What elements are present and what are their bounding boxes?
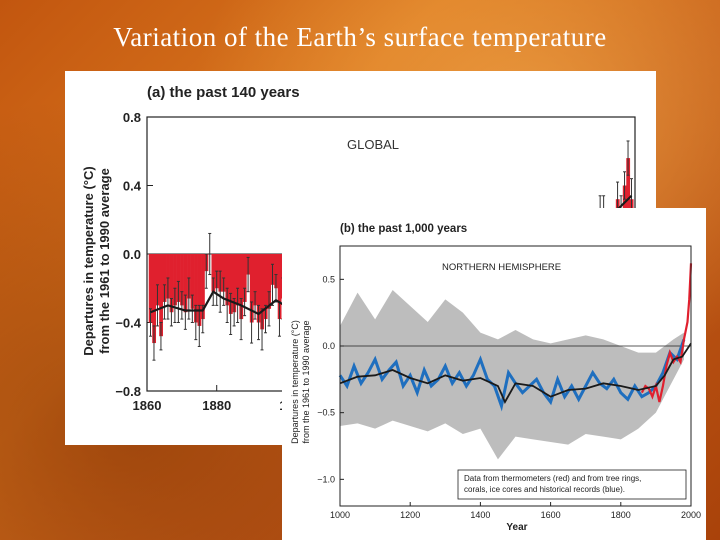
chart-a-bar — [274, 254, 279, 289]
chart-a-ylabel: Departures in temperature (°C) from the … — [81, 166, 112, 355]
chart-a-y-tick-label: 0.8 — [123, 110, 141, 125]
chart-b-legend: Data from thermometers (red) and from tr… — [457, 469, 687, 500]
chart-a-bar — [180, 254, 184, 306]
chart-a-ylabel-line-2: from the 1961 to 1990 average — [97, 168, 112, 354]
chart-a-bar — [277, 254, 282, 320]
chart-a-bar — [253, 254, 258, 306]
chart-b-legend-box — [457, 469, 687, 500]
chart-a-bar — [176, 254, 181, 302]
chart-b-x-tick-label: 1200 — [400, 510, 420, 520]
chart-a-bar — [263, 254, 268, 320]
chart-a-bar — [225, 254, 230, 306]
chart-b-x-tick-label: 1800 — [611, 510, 631, 520]
chart-b-thermometer-line — [640, 263, 693, 403]
chart-a-bar — [221, 254, 226, 292]
chart-a-bar — [162, 254, 167, 302]
slide-title: Variation of the Earth’s surface tempera… — [113, 22, 607, 52]
chart-b-xlabel: Year — [506, 522, 527, 533]
chart-b-y-tick-label: −1.0 — [317, 474, 335, 484]
chart-b-svg: (b) the past 1,000 years NORTHERN HEMISP… — [290, 223, 701, 533]
chart-a-bar — [197, 254, 202, 326]
chart-a-bar — [169, 254, 174, 313]
chart-a-bar — [260, 254, 265, 330]
chart-a-y-tick-label: −0.4 — [115, 316, 141, 331]
chart-a-bar — [173, 254, 177, 306]
chart-b-ylabel-line-1: Departures in temperature (°C) — [290, 320, 300, 444]
chart-a-y-tick-label: 0.4 — [123, 179, 142, 194]
chart-a-bar — [232, 254, 237, 313]
chart-b-x-tick-label: 1400 — [470, 510, 490, 520]
chart-a-bar — [194, 254, 198, 323]
chart-b-ylabel: Departures in temperature (°C) from the … — [290, 320, 311, 444]
chart-b-proxy-line — [338, 338, 686, 412]
chart-a-bar — [256, 254, 261, 323]
chart-b-legend-line-2: corals, ice cores and historical records… — [464, 485, 625, 494]
chart-a-bar — [626, 158, 631, 254]
chart-a-bar — [190, 254, 195, 309]
chart-a-bar — [242, 254, 247, 302]
chart-b-ylabel-line-2: from the 1961 to 1990 average — [301, 320, 311, 443]
chart-a-title: (a) the past 140 years — [147, 84, 300, 101]
chart-a-bar — [228, 254, 233, 314]
chart-b-y-tick-label: 0.5 — [322, 274, 335, 284]
chart-a-bar — [267, 254, 272, 309]
chart-a-bar — [239, 254, 244, 320]
chart-a-bar — [187, 254, 191, 299]
chart-a-bar — [201, 254, 205, 320]
chart-a-bar — [159, 254, 163, 337]
chart-b-plot-frame — [339, 245, 692, 507]
chart-b-y-tick-label: 0.0 — [322, 341, 335, 351]
chart-a-bar — [211, 254, 216, 292]
chart-a-bar — [166, 254, 170, 299]
chart-b-x-tick-label: 1600 — [541, 510, 561, 520]
chart-a-bar — [183, 254, 188, 313]
chart-a-x-tick-label: 1860 — [133, 398, 162, 413]
chart-b-uncertainty-band — [340, 290, 684, 460]
chart-a-bar — [249, 254, 254, 323]
chart-a-bar — [155, 254, 160, 306]
chart-b-x-tick-label: 1000 — [330, 510, 350, 520]
chart-a-ylabel-line-1: Departures in temperature (°C) — [81, 166, 96, 355]
chart-a-bar — [152, 254, 157, 344]
chart-b-region-label: NORTHERN HEMISPHERE — [442, 262, 561, 273]
chart-b-legend-line-1: Data from thermometers (red) and from tr… — [464, 474, 641, 483]
chart-a-y-tick-label: −0.8 — [115, 384, 141, 399]
chart-a-bar — [148, 254, 153, 323]
chart-b-x-tick-label: 2000 — [681, 510, 701, 520]
chart-b-title: (b) the past 1,000 years — [340, 223, 467, 235]
chart-a-bar — [235, 254, 240, 306]
chart-b-smoothed-line — [339, 342, 692, 405]
chart-b-y-tick-label: −0.5 — [317, 408, 335, 418]
chart-a-y-tick-label: 0.0 — [123, 247, 141, 262]
chart-panel-past-1000-years: (b) the past 1,000 years NORTHERN HEMISP… — [282, 208, 706, 540]
chart-a-region-label: GLOBAL — [347, 137, 399, 152]
chart-a-x-tick-label: 1880 — [202, 398, 231, 413]
chart-a-smoothed-line — [150, 290, 308, 316]
